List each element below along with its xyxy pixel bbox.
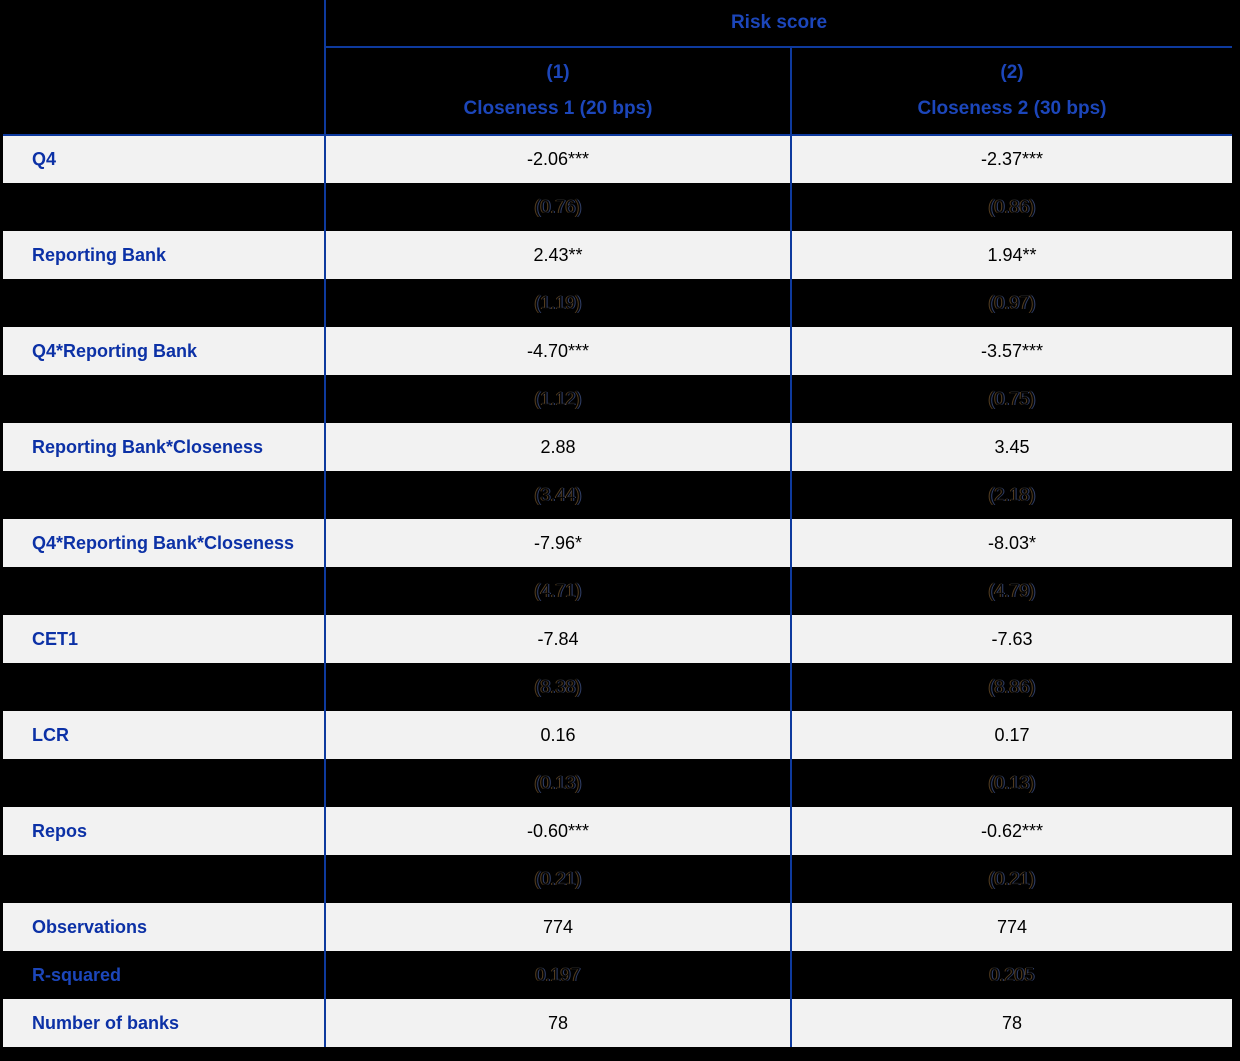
row-repos: Repos -0.60*** -0.62*** bbox=[3, 807, 1232, 855]
coef-value-cell: -7.63 bbox=[790, 615, 1232, 663]
se-value-cell: (0.13) bbox=[324, 759, 791, 807]
row-label: Number of banks bbox=[3, 999, 325, 1047]
row-label: Q4*Reporting Bank*Closeness bbox=[3, 519, 325, 567]
row-label: Reporting Bank*Closeness bbox=[3, 423, 325, 471]
row-cet1-se: (8.38) (8.86) bbox=[3, 663, 1232, 711]
column-header-spacer bbox=[3, 47, 325, 136]
row-label bbox=[3, 279, 325, 327]
stat-value-cell: 774 bbox=[790, 903, 1232, 951]
row-cet1: CET1 -7.84 -7.63 bbox=[3, 615, 1232, 663]
row-number-of-banks: Number of banks 78 78 bbox=[3, 999, 1232, 1047]
se-value-cell: (0.86) bbox=[790, 183, 1232, 231]
column-header-row: (1) Closeness 1 (20 bps) (2) Closeness 2… bbox=[3, 47, 1232, 136]
coef-value-cell: -2.37*** bbox=[790, 135, 1232, 183]
row-label bbox=[3, 471, 325, 519]
column-title: Closeness 1 (20 bps) bbox=[463, 98, 653, 119]
row-reporting-bank-se: (1.19) (0.97) bbox=[3, 279, 1232, 327]
stat-value-cell: 0.197 bbox=[324, 951, 791, 999]
coef-value-cell: -4.70*** bbox=[324, 327, 791, 375]
column-header-model2: (2) Closeness 2 (30 bps) bbox=[790, 47, 1232, 136]
se-value-cell: (0.76) bbox=[324, 183, 791, 231]
row-label: Reporting Bank bbox=[3, 231, 325, 279]
row-label: Observations bbox=[3, 903, 325, 951]
row-label: Q4 bbox=[3, 135, 325, 183]
se-value-cell: (1.12) bbox=[324, 375, 791, 423]
se-value-cell: (0.97) bbox=[790, 279, 1232, 327]
coef-value-cell: 2.88 bbox=[324, 423, 791, 471]
se-value-cell: (4.71) bbox=[324, 567, 791, 615]
row-label bbox=[3, 855, 325, 903]
se-value-cell: (0.13) bbox=[790, 759, 1232, 807]
se-value-cell: (4.79) bbox=[790, 567, 1232, 615]
se-value-cell: (2.18) bbox=[790, 471, 1232, 519]
row-q4-reporting-bank-se: (1.12) (0.75) bbox=[3, 375, 1232, 423]
row-observations: Observations 774 774 bbox=[3, 903, 1232, 951]
row-lcr-se: (0.13) (0.13) bbox=[3, 759, 1232, 807]
coef-value-cell: -0.62*** bbox=[790, 807, 1232, 855]
regression-table: Risk score (1) Closeness 1 (20 bps) (2) … bbox=[3, 0, 1232, 1047]
row-label bbox=[3, 663, 325, 711]
group-header-row: Risk score bbox=[3, 0, 1232, 48]
row-label: Repos bbox=[3, 807, 325, 855]
coef-value-cell: 0.16 bbox=[324, 711, 791, 759]
row-q4-reporting-bank-closeness-se: (4.71) (4.79) bbox=[3, 567, 1232, 615]
se-value-cell: (1.19) bbox=[324, 279, 791, 327]
row-reporting-bank: Reporting Bank 2.43** 1.94** bbox=[3, 231, 1232, 279]
coef-value-cell: -7.84 bbox=[324, 615, 791, 663]
coef-value-cell: 3.45 bbox=[790, 423, 1232, 471]
row-label: Q4*Reporting Bank bbox=[3, 327, 325, 375]
row-reporting-bank-closeness: Reporting Bank*Closeness 2.88 3.45 bbox=[3, 423, 1232, 471]
row-label bbox=[3, 183, 325, 231]
coef-value-cell: -7.96* bbox=[324, 519, 791, 567]
column-header-model1: (1) Closeness 1 (20 bps) bbox=[324, 47, 791, 136]
stat-value-cell: 78 bbox=[324, 999, 791, 1047]
row-label bbox=[3, 759, 325, 807]
row-label: R-squared bbox=[3, 951, 325, 999]
stat-value-cell: 774 bbox=[324, 903, 791, 951]
column-title: Closeness 2 (30 bps) bbox=[917, 98, 1107, 119]
se-value-cell: (0.21) bbox=[790, 855, 1232, 903]
se-value-cell: (0.21) bbox=[324, 855, 791, 903]
row-label: LCR bbox=[3, 711, 325, 759]
column-number: (2) bbox=[1000, 62, 1024, 83]
row-q4-reporting-bank-closeness: Q4*Reporting Bank*Closeness -7.96* -8.03… bbox=[3, 519, 1232, 567]
row-r-squared: R-squared 0.197 0.205 bbox=[3, 951, 1232, 999]
row-q4-se: (0.76) (0.86) bbox=[3, 183, 1232, 231]
coef-value-cell: -8.03* bbox=[790, 519, 1232, 567]
coef-value-cell: -3.57*** bbox=[790, 327, 1232, 375]
group-header-spacer bbox=[3, 0, 325, 47]
se-value-cell: (8.86) bbox=[790, 663, 1232, 711]
row-reporting-bank-closeness-se: (3.44) (2.18) bbox=[3, 471, 1232, 519]
stat-value-cell: 0.205 bbox=[790, 951, 1232, 999]
se-value-cell: (0.75) bbox=[790, 375, 1232, 423]
row-label bbox=[3, 567, 325, 615]
row-q4: Q4 -2.06*** -2.37*** bbox=[3, 135, 1232, 183]
se-value-cell: (3.44) bbox=[324, 471, 791, 519]
row-q4-reporting-bank: Q4*Reporting Bank -4.70*** -3.57*** bbox=[3, 327, 1232, 375]
coef-value-cell: 1.94** bbox=[790, 231, 1232, 279]
coef-value-cell: 2.43** bbox=[324, 231, 791, 279]
coef-value-cell: -2.06*** bbox=[324, 135, 791, 183]
stat-value-cell: 78 bbox=[790, 999, 1232, 1047]
row-label: CET1 bbox=[3, 615, 325, 663]
coef-value-cell: 0.17 bbox=[790, 711, 1232, 759]
row-lcr: LCR 0.16 0.17 bbox=[3, 711, 1232, 759]
row-label bbox=[3, 375, 325, 423]
column-number: (1) bbox=[546, 62, 570, 83]
group-header-cell: Risk score bbox=[324, 0, 1232, 48]
coef-value-cell: -0.60*** bbox=[324, 807, 791, 855]
row-repos-se: (0.21) (0.21) bbox=[3, 855, 1232, 903]
se-value-cell: (8.38) bbox=[324, 663, 791, 711]
